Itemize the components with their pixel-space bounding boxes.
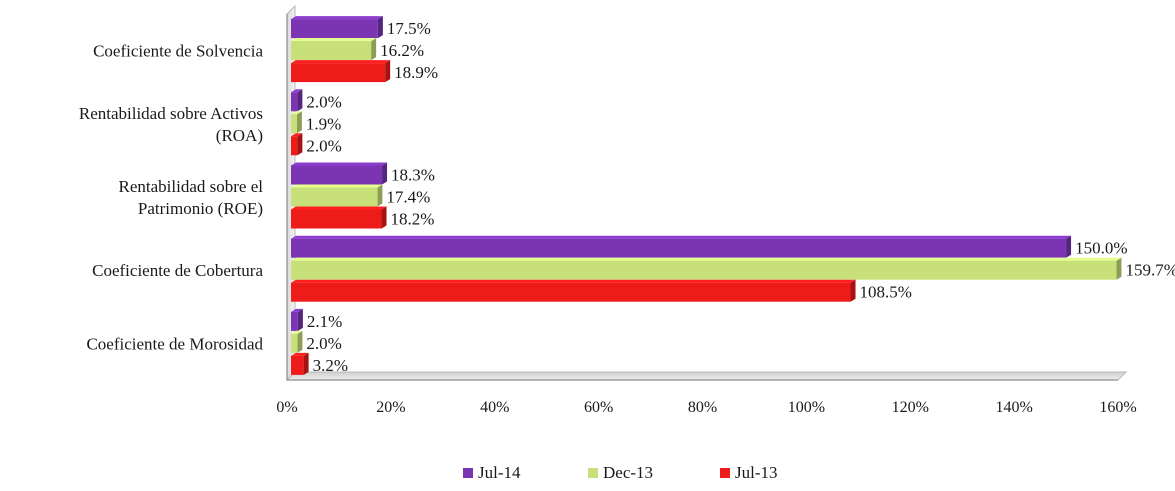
data-label: 17.4% bbox=[386, 188, 430, 207]
bar-top-face bbox=[291, 184, 383, 188]
bar-top-face bbox=[291, 330, 303, 334]
x-tick-label: 100% bbox=[788, 399, 825, 416]
data-label: 2.0% bbox=[306, 334, 341, 353]
bar-top-face bbox=[291, 352, 309, 356]
bar-top-face bbox=[291, 60, 391, 64]
category-label: Rentabilidad sobre Activos bbox=[79, 104, 263, 123]
x-tick-label: 0% bbox=[276, 399, 297, 416]
legend-label: Jul-13 bbox=[735, 463, 778, 482]
category-label: Coeficiente de Cobertura bbox=[92, 261, 263, 280]
data-label: 1.9% bbox=[306, 114, 341, 133]
data-label: 17.5% bbox=[387, 19, 431, 38]
data-label: 150.0% bbox=[1075, 239, 1127, 258]
data-label: 18.2% bbox=[391, 210, 435, 229]
bar-top-face bbox=[291, 133, 303, 137]
data-label: 2.0% bbox=[306, 136, 341, 155]
legend-swatch-jul-13 bbox=[720, 468, 730, 478]
bar-top-face bbox=[291, 162, 388, 166]
bar-end-cap bbox=[297, 330, 303, 353]
bar-end-cap bbox=[297, 133, 303, 156]
bar-jul-13 bbox=[291, 63, 386, 83]
category-label: Patrimonio (ROE) bbox=[138, 199, 263, 218]
data-label: 18.9% bbox=[394, 63, 438, 82]
bar-dec-13 bbox=[291, 41, 372, 61]
bar-end-cap bbox=[385, 60, 391, 83]
bar-jul-14 bbox=[291, 19, 378, 39]
plot-floor bbox=[285, 371, 1128, 381]
data-label: 2.0% bbox=[306, 92, 341, 111]
bar-jul-14 bbox=[291, 165, 383, 185]
bar-end-cap bbox=[850, 279, 856, 302]
data-label: 18.3% bbox=[391, 166, 435, 185]
bar-dec-13 bbox=[291, 187, 378, 207]
x-tick-label: 140% bbox=[995, 399, 1032, 416]
x-tick-label: 40% bbox=[480, 399, 509, 416]
x-tick-label: 20% bbox=[376, 399, 405, 416]
bar-dec-13 bbox=[291, 114, 297, 134]
bar-end-cap bbox=[381, 206, 387, 229]
legend-swatch-dec-13 bbox=[588, 468, 598, 478]
bar-top-face bbox=[291, 206, 387, 210]
bar-dec-13 bbox=[291, 333, 298, 353]
legend-label: Dec-13 bbox=[603, 463, 653, 482]
data-label: 2.1% bbox=[307, 312, 342, 331]
bar-jul-14 bbox=[291, 311, 298, 331]
bar-end-cap bbox=[1066, 235, 1072, 258]
category-label: Coeficiente de Solvencia bbox=[93, 42, 263, 61]
data-label: 159.7% bbox=[1125, 261, 1175, 280]
x-tick-label: 160% bbox=[1099, 399, 1136, 416]
bar-top-face bbox=[291, 16, 383, 20]
bar-top-face bbox=[291, 257, 1122, 261]
data-label: 108.5% bbox=[860, 283, 912, 302]
data-label: 16.2% bbox=[380, 41, 424, 60]
legend-label: Jul-14 bbox=[478, 463, 521, 482]
bar-end-cap bbox=[377, 16, 383, 39]
bar-end-cap bbox=[382, 162, 388, 185]
bar-jul-13 bbox=[291, 209, 382, 229]
bar-top-face bbox=[291, 111, 302, 115]
bar-top-face bbox=[291, 235, 1072, 239]
category-label: (ROA) bbox=[216, 126, 263, 145]
category-label: Rentabilidad sobre el bbox=[119, 177, 264, 196]
bar-jul-13 bbox=[291, 136, 298, 156]
bar-end-cap bbox=[371, 38, 377, 61]
bar-jul-13 bbox=[291, 355, 304, 375]
bar-end-cap bbox=[297, 308, 303, 331]
bar-top-face bbox=[291, 89, 303, 93]
x-tick-label: 120% bbox=[892, 399, 929, 416]
bar-end-cap bbox=[1116, 257, 1122, 280]
legend-swatch-jul-14 bbox=[463, 468, 473, 478]
bar-end-cap bbox=[303, 352, 309, 375]
bar-end-cap bbox=[377, 184, 383, 207]
category-label: Coeficiente de Morosidad bbox=[86, 334, 263, 353]
bar-top-face bbox=[291, 308, 303, 312]
bar-dec-13 bbox=[291, 260, 1117, 280]
bar-top-face bbox=[291, 38, 377, 42]
bar-top-face bbox=[291, 279, 856, 283]
bar-jul-13 bbox=[291, 282, 851, 302]
data-label: 3.2% bbox=[313, 356, 348, 375]
bar-jul-14 bbox=[291, 238, 1067, 258]
x-tick-label: 80% bbox=[688, 399, 717, 416]
bar-jul-14 bbox=[291, 92, 298, 112]
x-tick-label: 60% bbox=[584, 399, 613, 416]
bar-end-cap bbox=[296, 111, 302, 134]
bar-end-cap bbox=[297, 89, 303, 112]
